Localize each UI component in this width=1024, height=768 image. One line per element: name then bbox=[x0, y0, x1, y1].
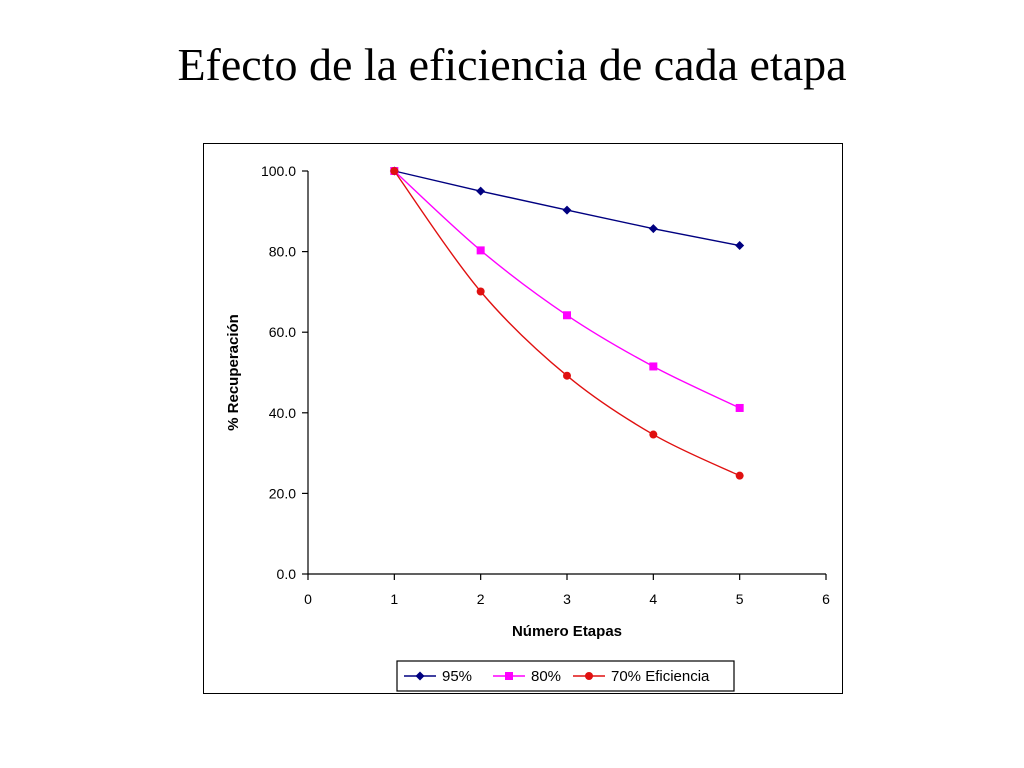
data-point bbox=[649, 430, 658, 439]
legend-label: 80% bbox=[531, 668, 561, 685]
data-point bbox=[648, 224, 658, 234]
legend-item: 95% bbox=[404, 668, 472, 685]
x-tick-label: 2 bbox=[477, 591, 485, 607]
legend-marker bbox=[585, 672, 593, 680]
data-point bbox=[476, 186, 486, 196]
legend-item: 70% Eficiencia bbox=[573, 668, 710, 685]
x-tick-label: 0 bbox=[304, 591, 312, 607]
data-point bbox=[735, 471, 744, 480]
legend: 95% 80% 70% Eficiencia bbox=[396, 660, 735, 692]
data-point bbox=[563, 371, 571, 380]
legend-item: 80% bbox=[493, 668, 561, 685]
chart-frame bbox=[203, 143, 843, 694]
legend-label: 70% Eficiencia bbox=[611, 668, 710, 685]
x-ticks: 0 1 2 3 4 5 6 bbox=[304, 574, 830, 607]
legend-box bbox=[396, 660, 735, 692]
x-tick-label: 3 bbox=[563, 591, 571, 607]
data-point bbox=[476, 246, 485, 255]
x-tick-label: 5 bbox=[736, 591, 744, 607]
data-point bbox=[735, 241, 745, 251]
data-point bbox=[476, 287, 485, 296]
y-axis-title: % Recuperación bbox=[225, 314, 242, 431]
y-tick-label: 100.0 bbox=[261, 163, 296, 179]
legend-marker bbox=[415, 671, 425, 681]
series-line bbox=[393, 170, 740, 477]
series-1 bbox=[389, 166, 745, 251]
data-point bbox=[563, 311, 571, 320]
data-point bbox=[562, 205, 572, 215]
y-tick-label: 60.0 bbox=[269, 324, 296, 340]
x-tick-label: 4 bbox=[649, 591, 657, 607]
x-axis-title: Número Etapas bbox=[512, 623, 622, 640]
x-tick-label: 6 bbox=[822, 591, 830, 607]
series-group bbox=[389, 166, 745, 480]
y-tick-label: 80.0 bbox=[269, 244, 296, 260]
legend-marker bbox=[505, 672, 513, 680]
data-point bbox=[735, 403, 744, 412]
y-ticks: 0.0 20.0 40.0 60.0 80.0 100.0 bbox=[261, 163, 308, 582]
y-tick-label: 40.0 bbox=[269, 405, 296, 421]
legend-label: 95% bbox=[442, 668, 472, 685]
slide-title: Efecto de la eficiencia de cada etapa bbox=[177, 39, 847, 90]
x-tick-label: 1 bbox=[390, 591, 398, 607]
data-point bbox=[649, 362, 658, 371]
y-tick-label: 0.0 bbox=[277, 566, 297, 582]
series-3 bbox=[390, 167, 744, 480]
y-tick-label: 20.0 bbox=[269, 485, 296, 501]
data-point bbox=[390, 167, 399, 175]
